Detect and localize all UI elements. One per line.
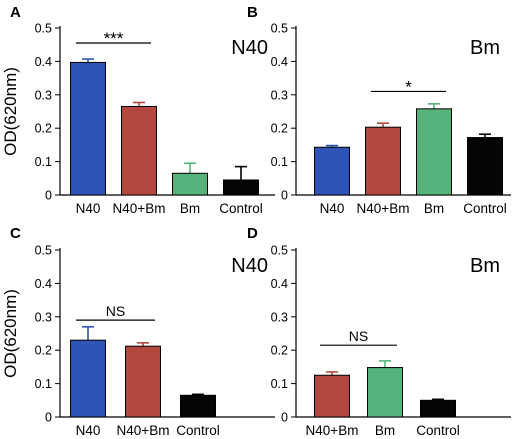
category-label-control: Control (463, 201, 507, 216)
bar-n40-plus-bm (365, 126, 401, 196)
y-tick-label: 0.3 (271, 310, 288, 324)
category-label-n40-plus-bm: N40+Bm (117, 423, 170, 438)
significance-label: NS (106, 303, 125, 319)
panel-a: A N40 0 0.1 0.2 0.3 0.4 0.5 OD(620nm) N40 N40+Bm Bm… (1, 4, 275, 216)
category-label-n40-plus-bm: N40+Bm (357, 201, 410, 216)
bar-n40-plus-bm (121, 105, 157, 196)
category-label-n40: N40 (76, 423, 101, 438)
y-tick-label: 0.1 (35, 155, 52, 169)
y-tick-label: 0 (281, 189, 288, 203)
panel-title: N40 (231, 37, 268, 59)
category-label-control: Control (219, 201, 263, 216)
y-tick-label: 0 (45, 411, 52, 425)
y-tick-label: 0 (45, 189, 52, 203)
y-tick-label: 0.1 (271, 155, 288, 169)
bar-n40-plus-bm (314, 374, 350, 418)
y-tick-label: 0.2 (35, 122, 52, 136)
y-tick-label: 0.5 (35, 244, 52, 258)
category-label-n40: N40 (76, 201, 101, 216)
category-label-control: Control (416, 423, 460, 438)
bar-control (467, 137, 503, 196)
bar-n40 (70, 339, 106, 418)
category-label-bm: Bm (180, 201, 200, 216)
panel-title: Bm (470, 37, 500, 59)
bar-bm (172, 172, 208, 196)
significance-label: NS (349, 328, 368, 344)
significance-label: * (405, 77, 412, 96)
y-tick-label: 0.5 (271, 22, 288, 36)
y-tick-label: 0 (281, 411, 288, 425)
category-label-control: Control (176, 423, 220, 438)
y-tick-label: 0.2 (271, 122, 288, 136)
y-tick-label: 0.3 (35, 88, 52, 102)
y-tick-label: 0.5 (271, 244, 288, 258)
y-tick-label: 0.1 (271, 377, 288, 391)
category-label-n40-plus-bm: N40+Bm (306, 423, 359, 438)
bar-control (180, 394, 216, 418)
y-tick-label: 0.3 (35, 310, 52, 324)
y-tick-label: 0.5 (35, 22, 52, 36)
panel-title: Bm (470, 255, 500, 277)
y-tick-label: 0.4 (35, 277, 52, 291)
significance-label: *** (104, 29, 124, 48)
y-tick-label: 0.3 (271, 88, 288, 102)
panel-letter: A (10, 4, 21, 21)
bar-n40 (314, 146, 350, 196)
y-axis-label: OD(620nm) (1, 289, 20, 378)
bar-bm (367, 367, 403, 418)
y-tick-label: 0.2 (35, 344, 52, 358)
bar-n40-plus-bm (125, 345, 161, 418)
category-label-bm: Bm (375, 423, 395, 438)
y-tick-label: 0.4 (271, 277, 288, 291)
bar-bm (416, 108, 452, 196)
panel-b: B Bm 0 0.1 0.2 0.3 0.4 0.5 N40 N40+Bm Bm Control * (247, 4, 511, 216)
panel-letter: C (10, 225, 21, 242)
panel-letter: B (247, 4, 258, 21)
bar-control (223, 179, 259, 196)
panel-letter: D (247, 225, 258, 242)
y-tick-label: 0.4 (35, 55, 52, 69)
y-axis-label: OD(620nm) (1, 67, 20, 156)
category-label-bm: Bm (424, 201, 444, 216)
panel-c: C N40 0 0.1 0.2 0.3 0.4 0.5 OD(620nm) N40 N40+Bm Co… (1, 225, 275, 438)
category-label-n40: N40 (320, 201, 345, 216)
category-label-n40-plus-bm: N40+Bm (113, 201, 166, 216)
bar-control (420, 399, 456, 418)
panel-d: D Bm 0 0.1 0.2 0.3 0.4 0.5 N40+Bm Bm Control NS (247, 225, 511, 438)
y-tick-label: 0.2 (271, 344, 288, 358)
bar-n40 (70, 61, 106, 196)
panel-title: N40 (231, 255, 268, 277)
y-tick-label: 0.1 (35, 377, 52, 391)
y-tick-label: 0.4 (271, 55, 288, 69)
